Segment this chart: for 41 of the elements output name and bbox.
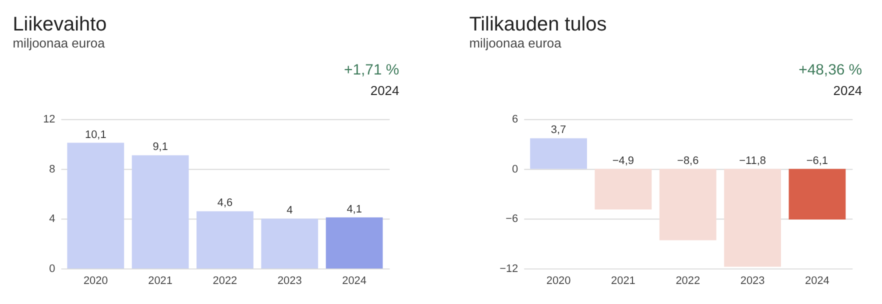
data-label: −4,9: [612, 154, 634, 167]
data-label: −6,1: [806, 154, 828, 167]
y-tick-label: 12: [43, 114, 56, 126]
text: +1,71 %: [344, 61, 400, 78]
data-label: 4,6: [217, 197, 233, 210]
data-label: 4: [286, 204, 293, 217]
x-tick-label: 2024: [342, 274, 366, 287]
x-tick-label: 2021: [148, 274, 172, 287]
y-tick-label: −6: [506, 213, 518, 226]
x-tick-label: 2020: [546, 274, 571, 287]
chart-subtitle: miljoonaa euroa: [469, 35, 562, 50]
x-tick-label: 2022: [212, 274, 238, 287]
data-label: 3,7: [550, 124, 566, 136]
data-label: 9,1: [152, 141, 168, 154]
y-tick-label: 8: [49, 163, 56, 176]
bar: [326, 217, 383, 268]
text: 2024: [370, 83, 400, 98]
x-tick-label: 2023: [277, 274, 302, 287]
x-tick-label: 2022: [676, 274, 700, 287]
text: 2024: [833, 83, 862, 98]
bar: [132, 155, 189, 268]
chart-subtitle: miljoonaa euroa: [12, 35, 106, 50]
x-tick-label: 2020: [83, 274, 108, 287]
data-label: −8,6: [677, 154, 699, 167]
y-tick-label: 0: [49, 262, 56, 275]
data-label: 4,1: [346, 203, 362, 216]
y-tick-label: 6: [512, 114, 518, 126]
data-label: 10,1: [84, 128, 106, 141]
bar: [196, 211, 254, 268]
x-tick-label: 2023: [740, 274, 765, 287]
x-tick-label: 2024: [805, 274, 830, 287]
bar: [261, 218, 318, 268]
data-label: −11,8: [739, 154, 766, 167]
y-tick-label: 4: [49, 213, 56, 226]
y-tick-label: 0: [512, 163, 518, 176]
bar: [67, 142, 124, 268]
chart-title: Liikevaihto: [12, 14, 107, 36]
text: +48,36 %: [798, 61, 862, 78]
y-tick-label: −12: [500, 262, 518, 275]
x-tick-label: 2021: [611, 274, 636, 287]
chart-title: Tilikauden tulos: [469, 14, 607, 36]
